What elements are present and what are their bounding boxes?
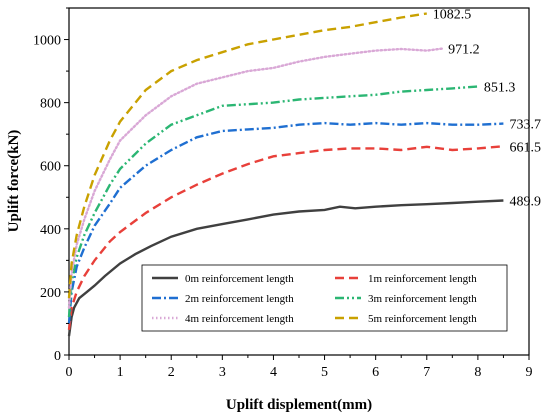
x-tick-label: 4 (270, 365, 277, 380)
plot-area: 0 1 2 3 4 5 6 7 8 9 0 200 400 600 800 1000 489.9 661.5 7… (33, 7, 541, 380)
end-label-2: 733.7 (509, 118, 541, 133)
end-label-5: 1082.5 (433, 8, 472, 23)
series-layer (67, 12, 504, 337)
y-tick-label: 0 (54, 349, 61, 364)
series-line-5 (67, 12, 427, 299)
y-axis: 0 200 400 600 800 1000 (33, 7, 69, 364)
x-tick-label: 1 (117, 365, 124, 380)
y-axis-title: Uplift force(kN) (6, 130, 22, 233)
end-labels: 489.9 661.5 733.7 851.3 971.2 1082.5 (433, 8, 541, 210)
x-tick-label: 5 (321, 365, 328, 380)
legend-label-2: 2m reinforcement length (185, 293, 294, 305)
y-tick-label: 200 (40, 286, 61, 301)
legend-label-4: 4m reinforcement length (185, 313, 294, 325)
legend-label-3: 3m reinforcement length (368, 293, 477, 305)
y-tick-label: 1000 (33, 34, 61, 49)
x-tick-label: 3 (219, 365, 226, 380)
y-tick-label: 400 (40, 223, 61, 238)
legend-label-0: 0m reinforcement length (185, 273, 294, 285)
series-line-4 (67, 47, 444, 309)
y-tick-label: 800 (40, 97, 61, 112)
y-tick-label: 600 (40, 160, 61, 175)
x-tick-label: 7 (423, 365, 430, 380)
x-tick-label: 8 (474, 365, 481, 380)
series-line-0 (67, 199, 504, 337)
x-tick-label: 9 (526, 365, 533, 380)
x-tick-label: 2 (168, 365, 175, 380)
series-line-2 (67, 121, 504, 324)
series-line-1 (67, 145, 504, 330)
x-tick-label: 0 (66, 365, 73, 380)
end-label-4: 971.2 (448, 43, 480, 58)
x-axis: 0 1 2 3 4 5 6 7 8 9 (66, 355, 533, 380)
legend-label-5: 5m reinforcement length (368, 313, 477, 325)
end-label-3: 851.3 (484, 80, 516, 95)
legend-box (141, 264, 508, 332)
legend: 0m reinforcement length 1m reinforcement … (141, 264, 508, 332)
x-tick-label: 6 (372, 365, 379, 380)
x-axis-title: Uplift displement(mm) (226, 397, 372, 413)
series-line-3 (67, 85, 478, 318)
legend-label-1: 1m reinforcement length (368, 273, 477, 285)
end-label-1: 661.5 (509, 140, 541, 155)
end-label-0: 489.9 (509, 194, 541, 209)
